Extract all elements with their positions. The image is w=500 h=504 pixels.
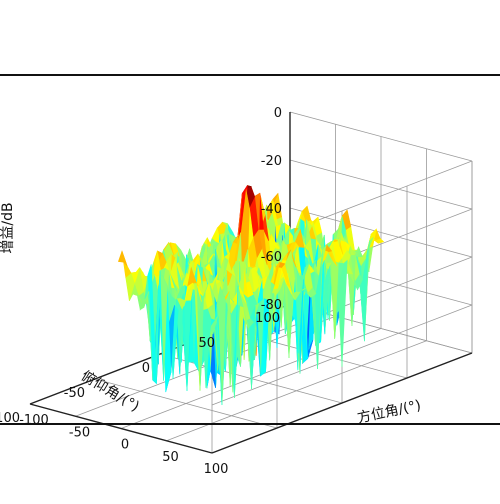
y-tick-label: 100: [255, 311, 280, 326]
z-tick-label: -20: [261, 154, 282, 169]
top-border: [0, 74, 500, 76]
surface-facet: [117, 250, 128, 267]
y-tick-label: -50: [64, 386, 85, 401]
gain-surface: [117, 185, 385, 406]
x-tick-label: 0: [121, 438, 129, 453]
back-wall-grid-line: [289, 207, 473, 258]
y-tick-label: -100: [0, 411, 20, 426]
back-wall-grid-line: [289, 111, 473, 162]
z-tick-label: -60: [261, 250, 282, 265]
z-tick-label: -40: [261, 202, 282, 217]
x-tick-label: -100: [19, 413, 49, 428]
y-axis-label: 俯仰角/(°): [78, 368, 142, 415]
x-tick-label: -50: [69, 425, 90, 440]
z-tick-label: -80: [261, 298, 282, 313]
z-axis-label: 增益/dB: [0, 202, 16, 253]
x-tick-label: 50: [162, 450, 179, 465]
y-tick-label: 50: [198, 336, 215, 351]
axis-edge: [29, 403, 213, 454]
floor-grid-line: [94, 378, 278, 429]
bottom-border: [0, 423, 500, 425]
x-tick-label: 100: [204, 462, 229, 477]
y-tick-label: 0: [142, 361, 150, 376]
z-tick-label: 0: [274, 106, 282, 121]
axis-edge: [211, 352, 473, 454]
back-wall-grid-line: [289, 159, 473, 210]
